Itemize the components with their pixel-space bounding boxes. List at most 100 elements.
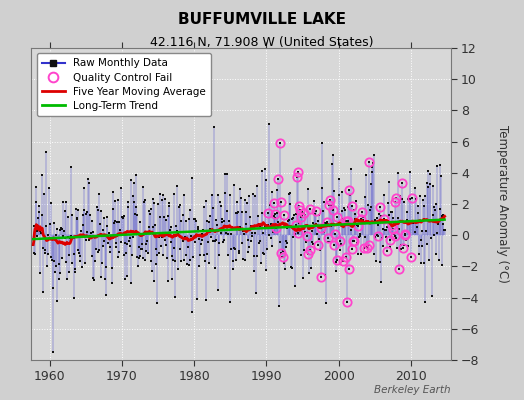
Point xyxy=(148,196,157,202)
Point xyxy=(387,208,395,215)
Point xyxy=(325,202,333,208)
Point xyxy=(136,253,144,260)
Point xyxy=(379,243,387,249)
Point xyxy=(163,255,171,262)
Point xyxy=(220,217,228,224)
Point xyxy=(304,251,312,257)
Point xyxy=(223,171,232,178)
Point xyxy=(220,237,228,244)
Point xyxy=(107,233,115,239)
Point xyxy=(197,241,205,248)
Point xyxy=(145,208,153,214)
Point xyxy=(242,221,250,228)
Point xyxy=(235,250,244,257)
Point xyxy=(51,268,59,275)
Point xyxy=(68,259,77,266)
Point xyxy=(113,254,122,260)
Point xyxy=(76,253,84,259)
Point xyxy=(201,297,210,304)
Y-axis label: Temperature Anomaly (°C): Temperature Anomaly (°C) xyxy=(496,125,509,283)
Point xyxy=(48,257,56,264)
Point xyxy=(152,261,160,268)
Point xyxy=(130,180,139,186)
Point xyxy=(283,225,292,231)
Point xyxy=(407,218,415,224)
Point xyxy=(69,295,78,302)
Point xyxy=(97,274,105,281)
Point xyxy=(119,252,128,258)
Point xyxy=(205,212,214,219)
Point xyxy=(60,228,68,234)
Point xyxy=(243,200,251,206)
Point xyxy=(196,233,205,239)
Point xyxy=(377,213,386,219)
Point xyxy=(239,256,248,262)
Point xyxy=(434,221,442,227)
Point xyxy=(340,205,348,212)
Point xyxy=(314,218,322,224)
Point xyxy=(375,204,384,210)
Point xyxy=(200,252,208,258)
Point xyxy=(32,233,41,240)
Point xyxy=(292,222,300,228)
Point xyxy=(87,230,95,236)
Point xyxy=(100,215,108,221)
Point xyxy=(347,227,355,234)
Point xyxy=(312,208,320,214)
Point xyxy=(341,207,349,213)
Point xyxy=(365,159,373,165)
Point xyxy=(343,299,351,306)
Point xyxy=(385,211,394,218)
Point xyxy=(311,207,319,214)
Point xyxy=(373,232,381,238)
Point xyxy=(190,239,199,245)
Point xyxy=(335,176,343,182)
Point xyxy=(371,234,379,240)
Point xyxy=(249,191,257,197)
Point xyxy=(57,224,65,231)
Point xyxy=(409,218,417,224)
Point xyxy=(424,184,432,190)
Point xyxy=(112,240,121,246)
Point xyxy=(351,211,359,218)
Point xyxy=(207,234,215,240)
Point xyxy=(242,209,250,216)
Point xyxy=(422,228,430,234)
Point xyxy=(200,204,209,210)
Point xyxy=(305,270,313,276)
Point xyxy=(221,190,230,196)
Point xyxy=(436,162,444,169)
Point xyxy=(439,221,447,228)
Point xyxy=(266,234,275,241)
Point xyxy=(173,227,181,234)
Point xyxy=(213,192,222,198)
Point xyxy=(253,253,261,259)
Point xyxy=(72,205,80,212)
Point xyxy=(364,244,373,250)
Point xyxy=(288,216,297,222)
Point xyxy=(263,245,271,252)
Point xyxy=(50,220,59,226)
Point xyxy=(42,223,50,229)
Point xyxy=(423,168,432,175)
Point xyxy=(202,251,211,257)
Point xyxy=(419,196,427,203)
Point xyxy=(394,214,402,221)
Point xyxy=(289,234,298,240)
Point xyxy=(99,243,107,250)
Point xyxy=(107,265,116,271)
Point xyxy=(192,232,201,238)
Point xyxy=(113,219,121,225)
Point xyxy=(277,199,285,205)
Point xyxy=(280,260,288,267)
Point xyxy=(357,216,366,223)
Point xyxy=(124,204,132,210)
Point xyxy=(365,242,374,248)
Point xyxy=(35,202,43,209)
Point xyxy=(194,226,202,232)
Point xyxy=(321,220,329,226)
Point xyxy=(230,245,238,251)
Point xyxy=(383,224,391,230)
Point xyxy=(145,223,154,230)
Point xyxy=(429,183,438,189)
